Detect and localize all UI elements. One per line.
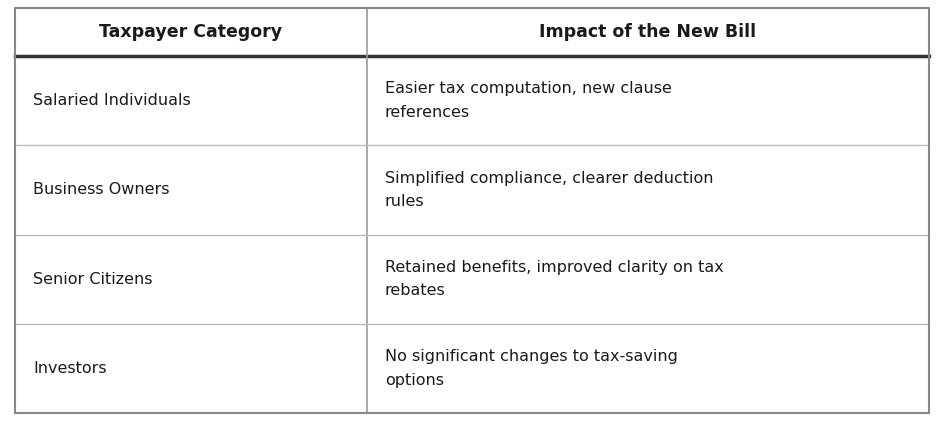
Text: Retained benefits, improved clarity on tax
rebates: Retained benefits, improved clarity on t… [385,260,724,298]
Text: Impact of the New Bill: Impact of the New Bill [539,23,756,41]
Text: Taxpayer Category: Taxpayer Category [99,23,282,41]
Text: Investors: Investors [33,361,107,376]
Text: Salaried Individuals: Salaried Individuals [33,93,191,108]
Text: No significant changes to tax-saving
options: No significant changes to tax-saving opt… [385,349,678,388]
Text: Senior Citizens: Senior Citizens [33,272,153,287]
Text: Easier tax computation, new clause
references: Easier tax computation, new clause refer… [385,81,672,120]
Text: Business Owners: Business Owners [33,182,170,197]
Text: Simplified compliance, clearer deduction
rules: Simplified compliance, clearer deduction… [385,171,714,209]
